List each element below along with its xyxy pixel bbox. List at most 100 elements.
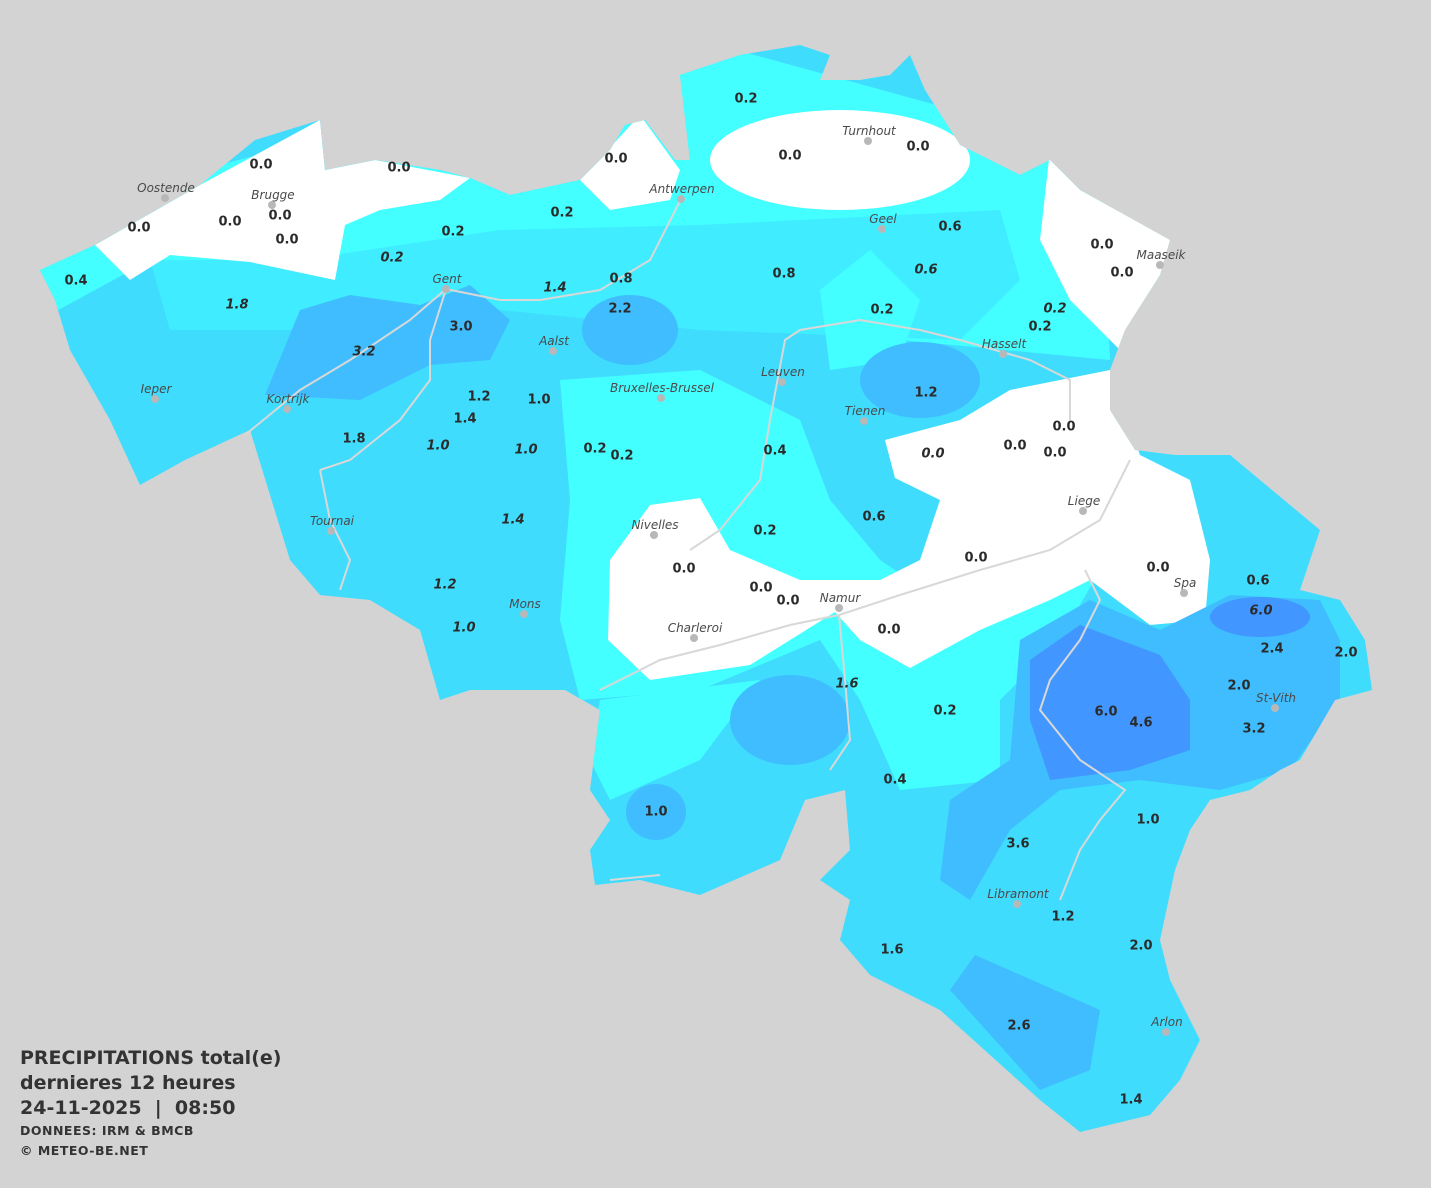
city-dot <box>778 378 786 386</box>
precipitation-zones <box>40 45 1340 1090</box>
city-label: Namur <box>820 591 862 605</box>
river <box>609 874 661 881</box>
city-label: Gent <box>433 272 463 286</box>
station-value: 2.4 <box>1260 642 1283 657</box>
city-maaseik: Maaseik <box>1137 248 1187 269</box>
city-dot <box>1271 704 1279 712</box>
station-value: 3.2 <box>352 345 375 360</box>
city-charleroi: Charleroi <box>668 621 723 642</box>
city-brugge: Brugge <box>251 188 295 209</box>
station-value: 0.0 <box>778 149 801 164</box>
station-value: 1.0 <box>644 805 667 820</box>
station-value: 4.6 <box>1129 716 1152 731</box>
zone-no_rain <box>580 115 680 210</box>
river <box>319 288 447 471</box>
station-value: 0.2 <box>1043 302 1066 317</box>
city-antwerpen: Antwerpen <box>648 182 715 203</box>
station-value: 1.2 <box>1051 910 1074 925</box>
city-tienen: Tienen <box>845 404 886 425</box>
station-value: 3.0 <box>449 320 472 335</box>
city-dot <box>860 417 868 425</box>
station-value: 1.4 <box>543 281 566 296</box>
city-label: Arlon <box>1150 1015 1182 1029</box>
city-ieper: Ieper <box>141 382 172 403</box>
city-geel: Geel <box>869 212 897 233</box>
station-value: 0.0 <box>964 551 987 566</box>
city-dot <box>878 225 886 233</box>
city-spa: Spa <box>1174 576 1196 597</box>
river <box>689 318 1071 551</box>
zone-level_4 <box>265 285 510 400</box>
city-label: Antwerpen <box>648 182 714 196</box>
station-value: 1.0 <box>514 443 537 458</box>
city-gent: Gent <box>433 272 463 293</box>
city-dot <box>1079 507 1087 515</box>
zone-level_4 <box>860 342 980 418</box>
station-value: 2.0 <box>1227 679 1250 694</box>
city-dot <box>999 350 1007 358</box>
station-value: 0.4 <box>763 444 786 459</box>
zone-no_rain <box>608 370 1210 680</box>
zone-no_rain <box>710 110 970 210</box>
station-value: 0.0 <box>1003 439 1026 454</box>
zone-no_rain <box>95 120 470 280</box>
city-label: Oostende <box>137 181 195 195</box>
city-label: Leuven <box>761 365 805 379</box>
city-label: Mons <box>509 597 541 611</box>
station-value: 6.0 <box>1249 604 1272 619</box>
city-arlon: Arlon <box>1150 1015 1183 1036</box>
station-value: 0.6 <box>862 510 885 525</box>
city-dot <box>442 285 450 293</box>
city-dot <box>151 395 159 403</box>
zone-level_4 <box>950 955 1100 1090</box>
city-label: Tournai <box>310 514 355 528</box>
city-label: St-Vith <box>1256 691 1296 705</box>
station-value: 0.2 <box>753 524 776 539</box>
city-label: Nivelles <box>631 518 678 532</box>
city-label: Libramont <box>987 887 1050 901</box>
station-value: 0.0 <box>275 233 298 248</box>
station-value: 0.2 <box>610 449 633 464</box>
zone-level_4 <box>626 784 686 840</box>
river <box>244 198 682 436</box>
station-value: 2.6 <box>1007 1019 1030 1034</box>
city-kortrijk: Kortrijk <box>267 392 311 413</box>
station-value: 0.0 <box>249 158 272 173</box>
zone-level_5 <box>1210 597 1310 637</box>
city-label: Bruxelles-Brussel <box>610 381 715 395</box>
map-period: dernieres 12 heures <box>20 1072 236 1094</box>
river <box>1038 569 1127 901</box>
city-label: Liege <box>1068 494 1100 508</box>
station-value: 0.2 <box>933 704 956 719</box>
city-leuven: Leuven <box>761 365 805 386</box>
map-title: PRECIPITATIONS total(e) <box>20 1047 282 1069</box>
station-value: 1.2 <box>467 390 490 405</box>
station-value: 0.2 <box>870 303 893 318</box>
station-value: 0.0 <box>877 623 900 638</box>
station-value: 0.0 <box>1110 266 1133 281</box>
river <box>319 469 352 591</box>
station-value: 3.6 <box>1006 837 1029 852</box>
city-nivelles: Nivelles <box>631 518 679 539</box>
city-dot <box>1156 261 1164 269</box>
station-value: 0.0 <box>218 215 241 230</box>
station-value: 0.2 <box>1028 320 1051 335</box>
station-value: 0.0 <box>604 152 627 167</box>
station-value: 1.0 <box>452 621 475 636</box>
city-dot <box>161 194 169 202</box>
station-value: 1.0 <box>527 393 550 408</box>
city-dot <box>327 527 335 535</box>
city-dot <box>549 347 557 355</box>
city-dot <box>1162 1028 1170 1036</box>
city-dot <box>677 195 685 203</box>
city-bruxelles-brussel: Bruxelles-Brussel <box>610 381 715 402</box>
city-dot <box>520 610 528 618</box>
data-source: DONNEES: IRM & BMCB <box>20 1123 194 1138</box>
city-label: Tienen <box>845 404 886 418</box>
station-value: 1.4 <box>501 513 524 528</box>
station-value: 2.2 <box>608 302 631 317</box>
station-value: 0.2 <box>734 92 757 107</box>
zone-level_4 <box>730 675 850 765</box>
cities: Oostende Brugge Gent Antwerpen Turnhout Geel M… <box>137 124 1296 1036</box>
station-value: 1.8 <box>225 298 248 313</box>
